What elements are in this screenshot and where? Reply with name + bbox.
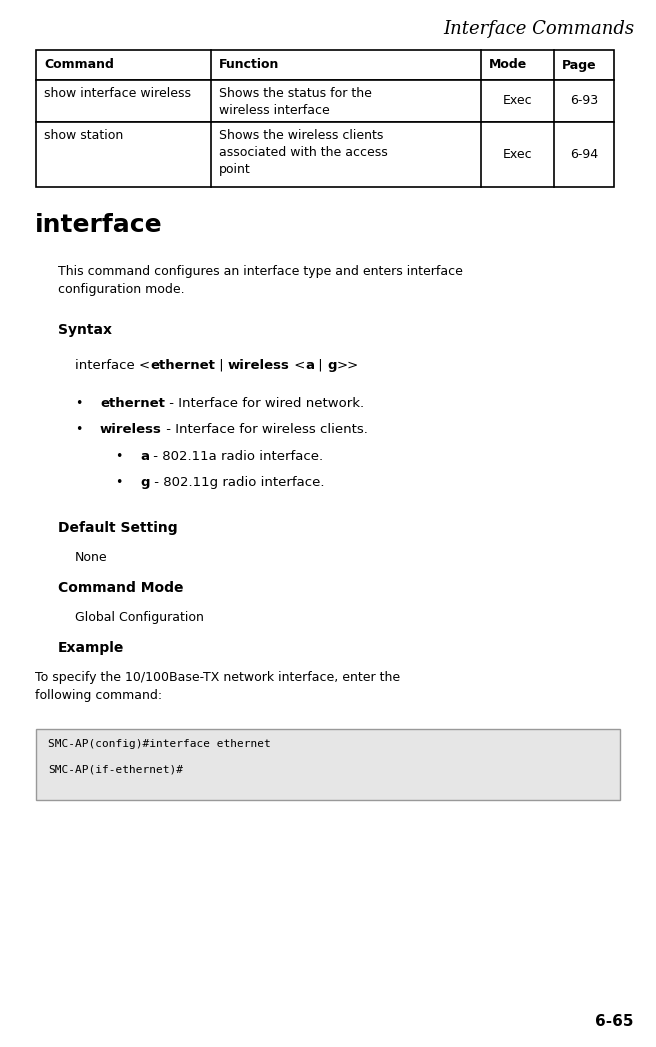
- Text: |: |: [215, 359, 228, 372]
- Text: Function: Function: [219, 59, 279, 71]
- Text: SMC-AP(if-ethernet)#: SMC-AP(if-ethernet)#: [48, 764, 183, 775]
- Text: wireless: wireless: [100, 423, 162, 437]
- Text: Shows the wireless clients
associated with the access
point: Shows the wireless clients associated wi…: [219, 129, 388, 176]
- Text: Command Mode: Command Mode: [58, 581, 184, 595]
- Text: ethernet: ethernet: [150, 359, 215, 372]
- Text: 6-65: 6-65: [596, 1013, 634, 1029]
- Text: a: a: [305, 359, 314, 372]
- Text: show interface wireless: show interface wireless: [44, 87, 191, 101]
- Text: •: •: [115, 476, 123, 490]
- Text: 6-94: 6-94: [570, 148, 598, 161]
- Text: SMC-AP(config)#interface ethernet: SMC-AP(config)#interface ethernet: [48, 739, 271, 749]
- Text: To specify the 10/100Base-TX network interface, enter the
following command:: To specify the 10/100Base-TX network int…: [35, 671, 400, 701]
- Text: a: a: [140, 450, 149, 463]
- Text: interface: interface: [35, 213, 163, 237]
- Bar: [36, 729, 620, 800]
- Text: Exec: Exec: [502, 94, 532, 108]
- Text: •: •: [75, 397, 83, 410]
- Text: Exec: Exec: [502, 148, 532, 161]
- Text: Shows the status for the
wireless interface: Shows the status for the wireless interf…: [219, 87, 372, 117]
- Text: Page: Page: [562, 59, 596, 71]
- Text: Interface Commands: Interface Commands: [443, 20, 634, 38]
- Text: - 802.11a radio interface.: - 802.11a radio interface.: [149, 450, 323, 463]
- Text: 6-93: 6-93: [570, 94, 598, 108]
- Text: g: g: [140, 476, 150, 490]
- Text: Command: Command: [44, 59, 114, 71]
- Text: interface <: interface <: [75, 359, 150, 372]
- Text: ethernet: ethernet: [100, 397, 165, 410]
- Text: - Interface for wireless clients.: - Interface for wireless clients.: [162, 423, 368, 437]
- Text: wireless: wireless: [228, 359, 290, 372]
- Text: Syntax: Syntax: [58, 324, 112, 337]
- Text: show station: show station: [44, 129, 123, 142]
- Text: |: |: [314, 359, 327, 372]
- Text: - 802.11g radio interface.: - 802.11g radio interface.: [150, 476, 324, 490]
- Text: Mode: Mode: [489, 59, 527, 71]
- Text: Example: Example: [58, 641, 125, 655]
- Bar: [36, 122, 614, 187]
- Text: Default Setting: Default Setting: [58, 521, 178, 535]
- Text: None: None: [75, 551, 108, 564]
- Text: g: g: [327, 359, 337, 372]
- Bar: [36, 80, 614, 122]
- Text: •: •: [115, 450, 123, 463]
- Text: - Interface for wired network.: - Interface for wired network.: [165, 397, 364, 410]
- Text: <: <: [290, 359, 305, 372]
- Bar: [36, 50, 614, 80]
- Text: •: •: [75, 423, 83, 437]
- Text: >>: >>: [337, 359, 359, 372]
- Text: This command configures an interface type and enters interface
configuration mod: This command configures an interface typ…: [58, 265, 463, 296]
- Text: Global Configuration: Global Configuration: [75, 611, 204, 624]
